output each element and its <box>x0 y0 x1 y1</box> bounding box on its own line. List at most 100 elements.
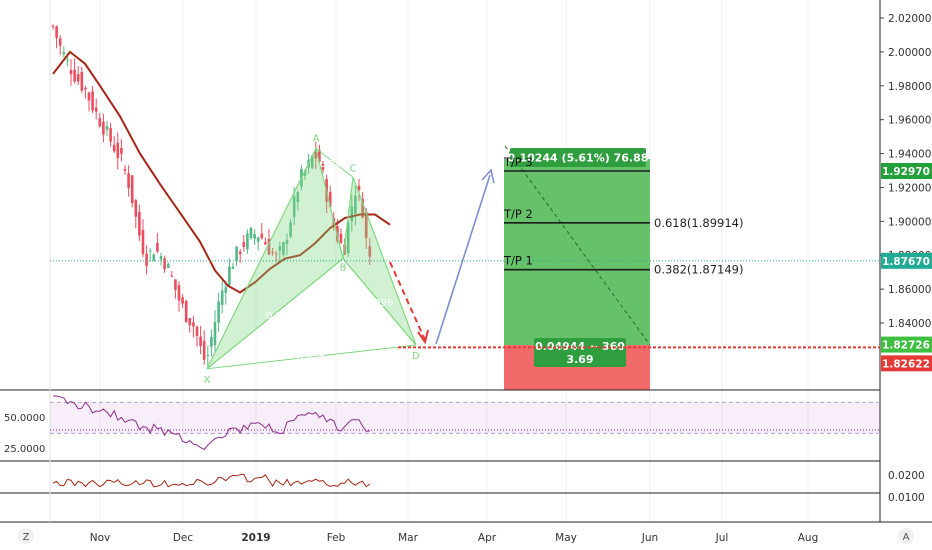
candle-body <box>166 263 170 269</box>
time-label: Aug <box>798 532 819 544</box>
candle-body <box>354 195 357 214</box>
fib-label: 0.382(1.87149) <box>654 263 743 277</box>
candle-body <box>163 258 166 270</box>
projection-arrow-head <box>481 168 495 184</box>
price-tick-label: 1.90000 <box>888 216 931 228</box>
time-label: May <box>555 532 577 544</box>
time-label: Jul <box>715 532 729 544</box>
candle-body <box>51 25 55 27</box>
candle-body <box>109 128 112 142</box>
stop-label-box <box>534 338 626 367</box>
pattern-ratio-label: 2.096 <box>365 298 394 309</box>
candle-body <box>314 150 318 159</box>
auto-scale-button[interactable] <box>898 528 914 544</box>
time-label: Dec <box>173 532 194 544</box>
candle-body <box>134 200 138 217</box>
candle-body <box>138 211 141 236</box>
pattern-point-c: C <box>350 163 357 174</box>
timezone-label: Z <box>23 532 30 543</box>
time-label: Nov <box>90 532 111 544</box>
price-label-bg <box>881 252 932 269</box>
candle-body <box>87 92 91 101</box>
candle-body <box>66 59 69 61</box>
candle-body <box>282 242 285 255</box>
harmonic-pattern: X A B C D 0.5 0.709 2.096 0.888 <box>204 133 429 386</box>
time-label: Feb <box>327 532 346 544</box>
candles <box>51 24 372 367</box>
candle-body <box>98 118 102 127</box>
candle-body <box>368 246 372 257</box>
candle-body <box>274 253 278 255</box>
candle-body <box>350 206 354 222</box>
candle-body <box>80 71 84 91</box>
position-tool[interactable]: 0.10244 (5.61%) 76.880.04944 ~ 3603.69T/… <box>503 145 743 390</box>
price-tick-label: 1.94000 <box>888 149 931 161</box>
candle-body <box>328 191 332 207</box>
tp-label: T/P 1 <box>503 254 533 268</box>
price-label-bg <box>881 163 932 180</box>
candle-body <box>361 199 364 218</box>
candle-body <box>141 229 145 255</box>
price-label-text: 1.82726 <box>882 340 930 352</box>
rsi-tick-label: 25.0000 <box>4 444 45 455</box>
price-labels: 1.92970 1.87670 1.82726 1.82622 <box>881 163 932 372</box>
candle-body <box>84 87 87 90</box>
time-label: Mar <box>398 532 418 544</box>
candle-body <box>296 192 300 203</box>
price-label-text: 1.92970 <box>882 166 930 178</box>
pattern-point-x: X <box>204 375 211 386</box>
price-label-box: 1.82726 <box>881 336 932 353</box>
candle-body <box>303 170 307 176</box>
candle-body <box>253 234 256 239</box>
candle-body <box>310 155 314 168</box>
candle-body <box>152 254 156 262</box>
candle-body <box>73 69 76 82</box>
candle-body <box>289 222 292 237</box>
candle-body <box>264 242 267 245</box>
pattern-xd-line <box>206 344 417 370</box>
candle-body <box>292 196 296 217</box>
tp-label: T/P 3 <box>503 155 533 169</box>
candle-body <box>112 145 116 152</box>
candle-body <box>195 326 199 337</box>
lower-line <box>52 473 371 488</box>
candle-body <box>174 279 177 290</box>
candle-body <box>102 121 105 135</box>
candle-body <box>235 246 238 262</box>
price-tick-label: 1.84000 <box>888 318 931 330</box>
candle-body <box>217 301 220 323</box>
stop-label-line2: 3.69 <box>566 353 593 366</box>
candle-body <box>123 168 127 171</box>
auto-scale-label: A <box>903 532 910 543</box>
candle-body <box>202 340 206 360</box>
price-label-box: 1.82622 <box>881 355 932 372</box>
price-label-text: 1.87670 <box>882 256 930 268</box>
candle-body <box>210 336 213 347</box>
candle-body <box>76 74 80 82</box>
target-label: 0.10244 (5.61%) 76.88 <box>508 152 649 165</box>
candle-body <box>321 163 325 170</box>
candle-body <box>120 148 123 154</box>
candle-body <box>62 52 66 55</box>
projection-arrow <box>435 174 491 345</box>
candle-body <box>260 233 264 239</box>
candle-body <box>170 275 174 277</box>
position-diagonal <box>504 145 651 346</box>
candle-body <box>58 38 62 46</box>
price-tick-label: 2.00000 <box>888 47 931 59</box>
profit-zone <box>504 159 650 346</box>
candle-body <box>199 336 202 347</box>
candle-body <box>231 266 235 269</box>
timezone-button[interactable] <box>18 528 34 544</box>
price-label-bg <box>881 355 932 372</box>
candle-body <box>145 253 148 266</box>
candle-body <box>364 211 368 238</box>
candle-body <box>346 222 350 254</box>
pattern-bd-line <box>342 258 417 346</box>
candle-body <box>94 107 98 112</box>
pattern-point-d: D <box>412 351 420 362</box>
pattern-triangle-xab <box>206 146 344 370</box>
